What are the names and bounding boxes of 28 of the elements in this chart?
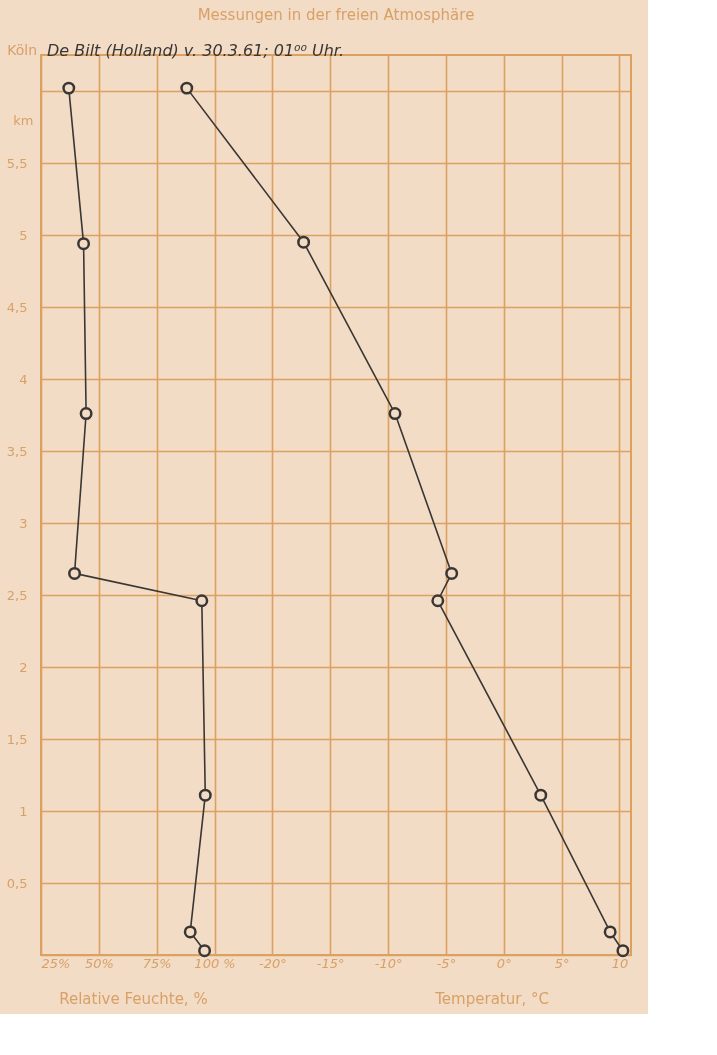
x2-tick-label: 5°	[554, 955, 570, 971]
x2-tick-label: 0°	[496, 955, 512, 971]
y-tick-label: 3,5	[6, 443, 28, 459]
y-tick-label: 2	[19, 659, 28, 675]
y-tick-label: 4,5	[6, 299, 28, 315]
x2-tick-label: -10°	[374, 955, 403, 971]
y-tick-label: 5,5	[6, 155, 28, 171]
y-tick-label: 1	[19, 803, 28, 819]
x-tick-label: 50%	[84, 955, 114, 971]
y-tick-label: 2,5	[6, 587, 28, 603]
y-tick-label: 5	[19, 227, 28, 243]
text: Köln	[7, 42, 37, 58]
x2-axis-title: Temperatur, °C	[434, 989, 549, 1008]
x2-tick-label: -15°	[316, 955, 345, 971]
x-tick-label: 100 %	[194, 955, 236, 971]
chart-title: Messungen in der freien Atmosphäre	[197, 6, 475, 24]
x2-tick-label: -20°	[259, 955, 287, 971]
x-tick-label: 25%	[41, 955, 71, 971]
annotation: De Bilt (Holland) v. 30.3.61; 01⁰⁰ Uhr.	[47, 41, 345, 60]
y-tick-label: 0,5	[6, 875, 28, 891]
y-tick-label: 1,5	[6, 731, 28, 747]
x-tick-label: 75%	[142, 955, 172, 971]
x2-tick-label: -5°	[436, 955, 457, 971]
y-axis-title: km	[13, 112, 34, 128]
y-tick-label: 4	[19, 371, 28, 387]
y-tick-label: 3	[19, 515, 28, 531]
x-axis-title: Relative Feuchte, %	[59, 989, 208, 1008]
x2-tick-label: 10	[611, 955, 629, 971]
